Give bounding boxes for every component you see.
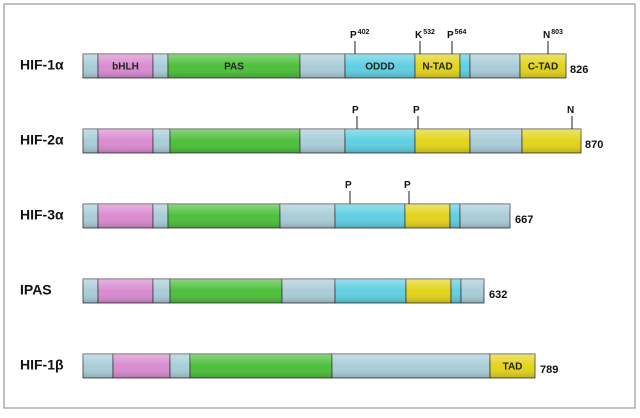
- segment-shade: [300, 129, 345, 153]
- protein-name: HIF-2α: [20, 132, 64, 148]
- site-label: P: [404, 180, 411, 191]
- segment-shade: [83, 354, 113, 378]
- domain-label: N-TAD: [422, 62, 452, 73]
- protein-length: 667: [515, 214, 533, 226]
- segment-shade: [98, 54, 153, 78]
- segment-shade: [280, 204, 335, 228]
- site-position: 402: [358, 29, 370, 36]
- segment-shade: [470, 54, 520, 78]
- segment-shade: [460, 204, 510, 228]
- segment-shade: [170, 279, 282, 303]
- segment-shade: [113, 354, 170, 378]
- segment-shade: [345, 129, 415, 153]
- segment-shade: [153, 54, 168, 78]
- site-label: N803: [543, 29, 563, 41]
- segment-shade: [168, 204, 280, 228]
- site-residue: P: [350, 30, 357, 41]
- site-residue: P: [413, 105, 420, 116]
- domain-label: PAS: [224, 62, 244, 73]
- segment-shade: [405, 204, 450, 228]
- site-residue: P: [352, 105, 359, 116]
- segment-shade: [332, 354, 490, 378]
- segment-shade: [282, 279, 335, 303]
- segment-shade: [300, 54, 345, 78]
- segment-shade: [153, 204, 168, 228]
- segment-shade: [170, 129, 300, 153]
- protein-name: HIF-1β: [20, 357, 64, 373]
- domain-label: TAD: [503, 362, 523, 373]
- segment-shade: [335, 204, 405, 228]
- segment-shade: [170, 354, 190, 378]
- site-residue: N: [567, 105, 574, 116]
- segment-shade: [168, 54, 300, 78]
- site-label: P: [352, 105, 359, 116]
- segment-shade: [190, 354, 332, 378]
- segment-shade: [520, 54, 566, 78]
- segment-shade: [415, 54, 460, 78]
- segment-shade: [450, 204, 460, 228]
- segment-shade: [83, 54, 98, 78]
- segment-shade: [460, 54, 470, 78]
- segment-shade: [335, 279, 406, 303]
- site-residue: N: [543, 30, 550, 41]
- site-label: N: [567, 105, 574, 116]
- site-label: P564: [447, 29, 466, 41]
- site-label: P: [413, 105, 420, 116]
- site-label: P402: [350, 29, 369, 41]
- site-residue: P: [404, 180, 411, 191]
- site-residue: P: [447, 30, 454, 41]
- segment-shade: [522, 129, 581, 153]
- segment-shade: [83, 204, 98, 228]
- domain-label: bHLH: [112, 62, 139, 73]
- protein-length: 632: [489, 289, 507, 301]
- site-label: K532: [415, 29, 435, 41]
- domain-label: C-TAD: [528, 62, 558, 73]
- segment-shade: [406, 279, 451, 303]
- site-position: 803: [551, 29, 563, 36]
- protein-name: HIF-3α: [20, 207, 64, 223]
- segment-shade: [415, 129, 470, 153]
- domain-label: ODDD: [365, 62, 394, 73]
- site-residue: K: [415, 30, 423, 41]
- segment-shade: [451, 279, 461, 303]
- segment-shade: [98, 279, 153, 303]
- site-residue: P: [345, 180, 352, 191]
- protein-name: HIF-1α: [20, 57, 64, 73]
- site-position: 564: [455, 29, 467, 36]
- segment-shade: [153, 279, 170, 303]
- segment-shade: [345, 54, 415, 78]
- segment-shade: [83, 129, 98, 153]
- segment-shade: [83, 279, 98, 303]
- segment-shade: [490, 354, 535, 378]
- segment-shade: [98, 129, 153, 153]
- frame: [3, 3, 636, 409]
- site-position: 532: [423, 29, 435, 36]
- protein-name: IPAS: [20, 282, 52, 298]
- segment-shade: [98, 204, 153, 228]
- segment-shade: [153, 129, 170, 153]
- site-label: P: [345, 180, 352, 191]
- segment-shade: [470, 129, 522, 153]
- protein-length: 870: [585, 139, 603, 151]
- segment-shade: [461, 279, 484, 303]
- protein-length: 789: [540, 364, 558, 376]
- protein-length: 826: [570, 64, 588, 76]
